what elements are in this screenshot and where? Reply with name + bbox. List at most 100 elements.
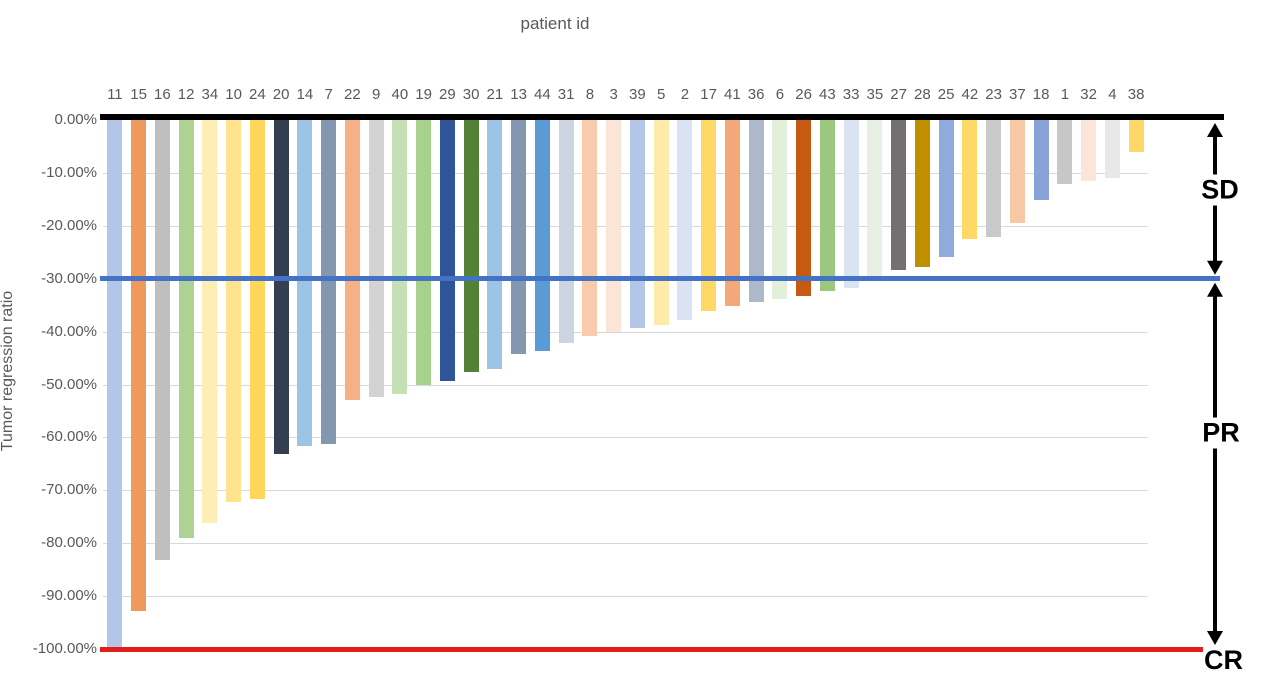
patient-id-label: 32 (1080, 86, 1097, 103)
patient-id-label: 43 (819, 86, 836, 103)
bar-patient-11 (107, 120, 123, 649)
bar-patient-2 (677, 120, 693, 320)
patient-id-label: 35 (866, 86, 884, 103)
gridline (103, 384, 1148, 386)
bar-patient-10 (226, 120, 242, 503)
patient-id-label: 36 (747, 86, 765, 103)
patient-id-label: 42 (961, 86, 979, 103)
bar-patient-13 (511, 120, 527, 355)
y-tick-label: 0.00% (54, 111, 97, 128)
bar-patient-5 (653, 120, 669, 325)
y-tick-label: -40.00% (41, 322, 97, 340)
y-tick-label: -70.00% (41, 481, 97, 499)
bar-patient-4 (1104, 120, 1120, 179)
bar-patient-22 (344, 120, 360, 401)
bar-patient-1 (1057, 120, 1073, 184)
bar-patient-20 (273, 120, 289, 454)
y-tick-label: -30.00% (41, 269, 97, 287)
bar-patient-26 (796, 120, 812, 296)
patient-id-label: 28 (914, 86, 931, 103)
bar-patient-8 (582, 120, 598, 336)
bar-patient-18 (1033, 120, 1049, 201)
zero-axis-line (100, 114, 1224, 120)
gridline (103, 172, 1148, 174)
patient-id-label: 7 (324, 86, 333, 103)
gridline (103, 596, 1148, 598)
patient-id-label: 27 (890, 86, 907, 103)
bar-patient-25 (938, 120, 954, 257)
patient-id-label: 10 (225, 86, 242, 103)
patient-id-label: 19 (415, 86, 432, 103)
bar-patient-42 (962, 120, 978, 240)
patient-id-label: 21 (486, 86, 504, 103)
gridline (103, 437, 1148, 439)
patient-id-label: 3 (609, 86, 618, 103)
bar-patient-6 (772, 120, 788, 300)
patient-id-label: 44 (534, 86, 551, 103)
patient-id-label: 11 (107, 86, 123, 103)
x-axis-title: patient id (520, 14, 590, 33)
y-tick-label: -50.00% (41, 375, 97, 393)
patient-id-label: 13 (510, 86, 527, 103)
pr-region-label: PR (1199, 417, 1243, 449)
bar-patient-41 (724, 120, 740, 307)
patient-id-label: 12 (177, 86, 195, 103)
patient-id-label: 5 (656, 86, 666, 103)
bar-patient-39 (629, 120, 645, 328)
patient-id-label: 24 (249, 86, 266, 103)
patient-id-label: 9 (371, 86, 381, 103)
patient-id-label: 23 (985, 86, 1002, 103)
gridline (103, 490, 1148, 492)
bar-patient-9 (368, 120, 384, 398)
patient-id-label: 34 (201, 86, 219, 103)
patient-id-label: 37 (1009, 86, 1026, 103)
cr-region-label: CR (1204, 645, 1243, 675)
y-tick-label: -100.00% (32, 640, 97, 657)
y-tick-label: -10.00% (41, 163, 97, 181)
bar-patient-37 (1009, 120, 1025, 223)
bar-patient-15 (131, 120, 147, 611)
bar-patient-31 (558, 120, 574, 344)
y-tick-label: -60.00% (41, 428, 97, 446)
bar-patient-7 (321, 120, 337, 444)
bar-patient-34 (202, 120, 218, 524)
patient-id-label: 39 (629, 86, 646, 103)
y-tick-label: -20.00% (41, 216, 97, 234)
bar-patient-23 (986, 120, 1002, 237)
bar-patient-36 (748, 120, 764, 302)
patient-id-label: 4 (1108, 86, 1117, 103)
bar-patient-33 (843, 120, 859, 288)
patient-id-label: 38 (1127, 86, 1145, 103)
gridline (103, 543, 1148, 545)
sd-region-label: SD (1198, 174, 1242, 206)
pr-range-arrow (1207, 282, 1223, 645)
bar-patient-43 (819, 120, 835, 291)
bar-patient-35 (867, 120, 883, 281)
patient-id-label: 25 (937, 86, 955, 103)
patient-id-label: 41 (724, 86, 741, 103)
patient-id-label: 20 (272, 86, 290, 103)
bar-patient-32 (1081, 120, 1097, 181)
bar-patient-29 (439, 120, 455, 382)
pr-threshold-line (100, 276, 1220, 282)
bar-patient-14 (297, 120, 313, 446)
bar-patient-38 (1128, 120, 1144, 153)
y-tick-label: -90.00% (41, 587, 97, 605)
gridline (103, 225, 1148, 227)
bar-patient-24 (249, 120, 265, 499)
bar-patient-28 (914, 120, 930, 268)
bar-patient-21 (487, 120, 503, 369)
patient-id-label: 17 (700, 86, 717, 103)
patient-id-label: 30 (462, 86, 480, 103)
patient-id-label: 29 (439, 86, 456, 103)
gridline (103, 331, 1148, 333)
bar-patient-40 (392, 120, 408, 395)
bar-patient-12 (178, 120, 194, 538)
cr-threshold-line (100, 646, 1203, 652)
bar-patient-44 (534, 120, 550, 351)
bar-patient-16 (154, 120, 170, 561)
patient-id-label: 16 (154, 86, 171, 103)
bar-patient-27 (891, 120, 907, 270)
